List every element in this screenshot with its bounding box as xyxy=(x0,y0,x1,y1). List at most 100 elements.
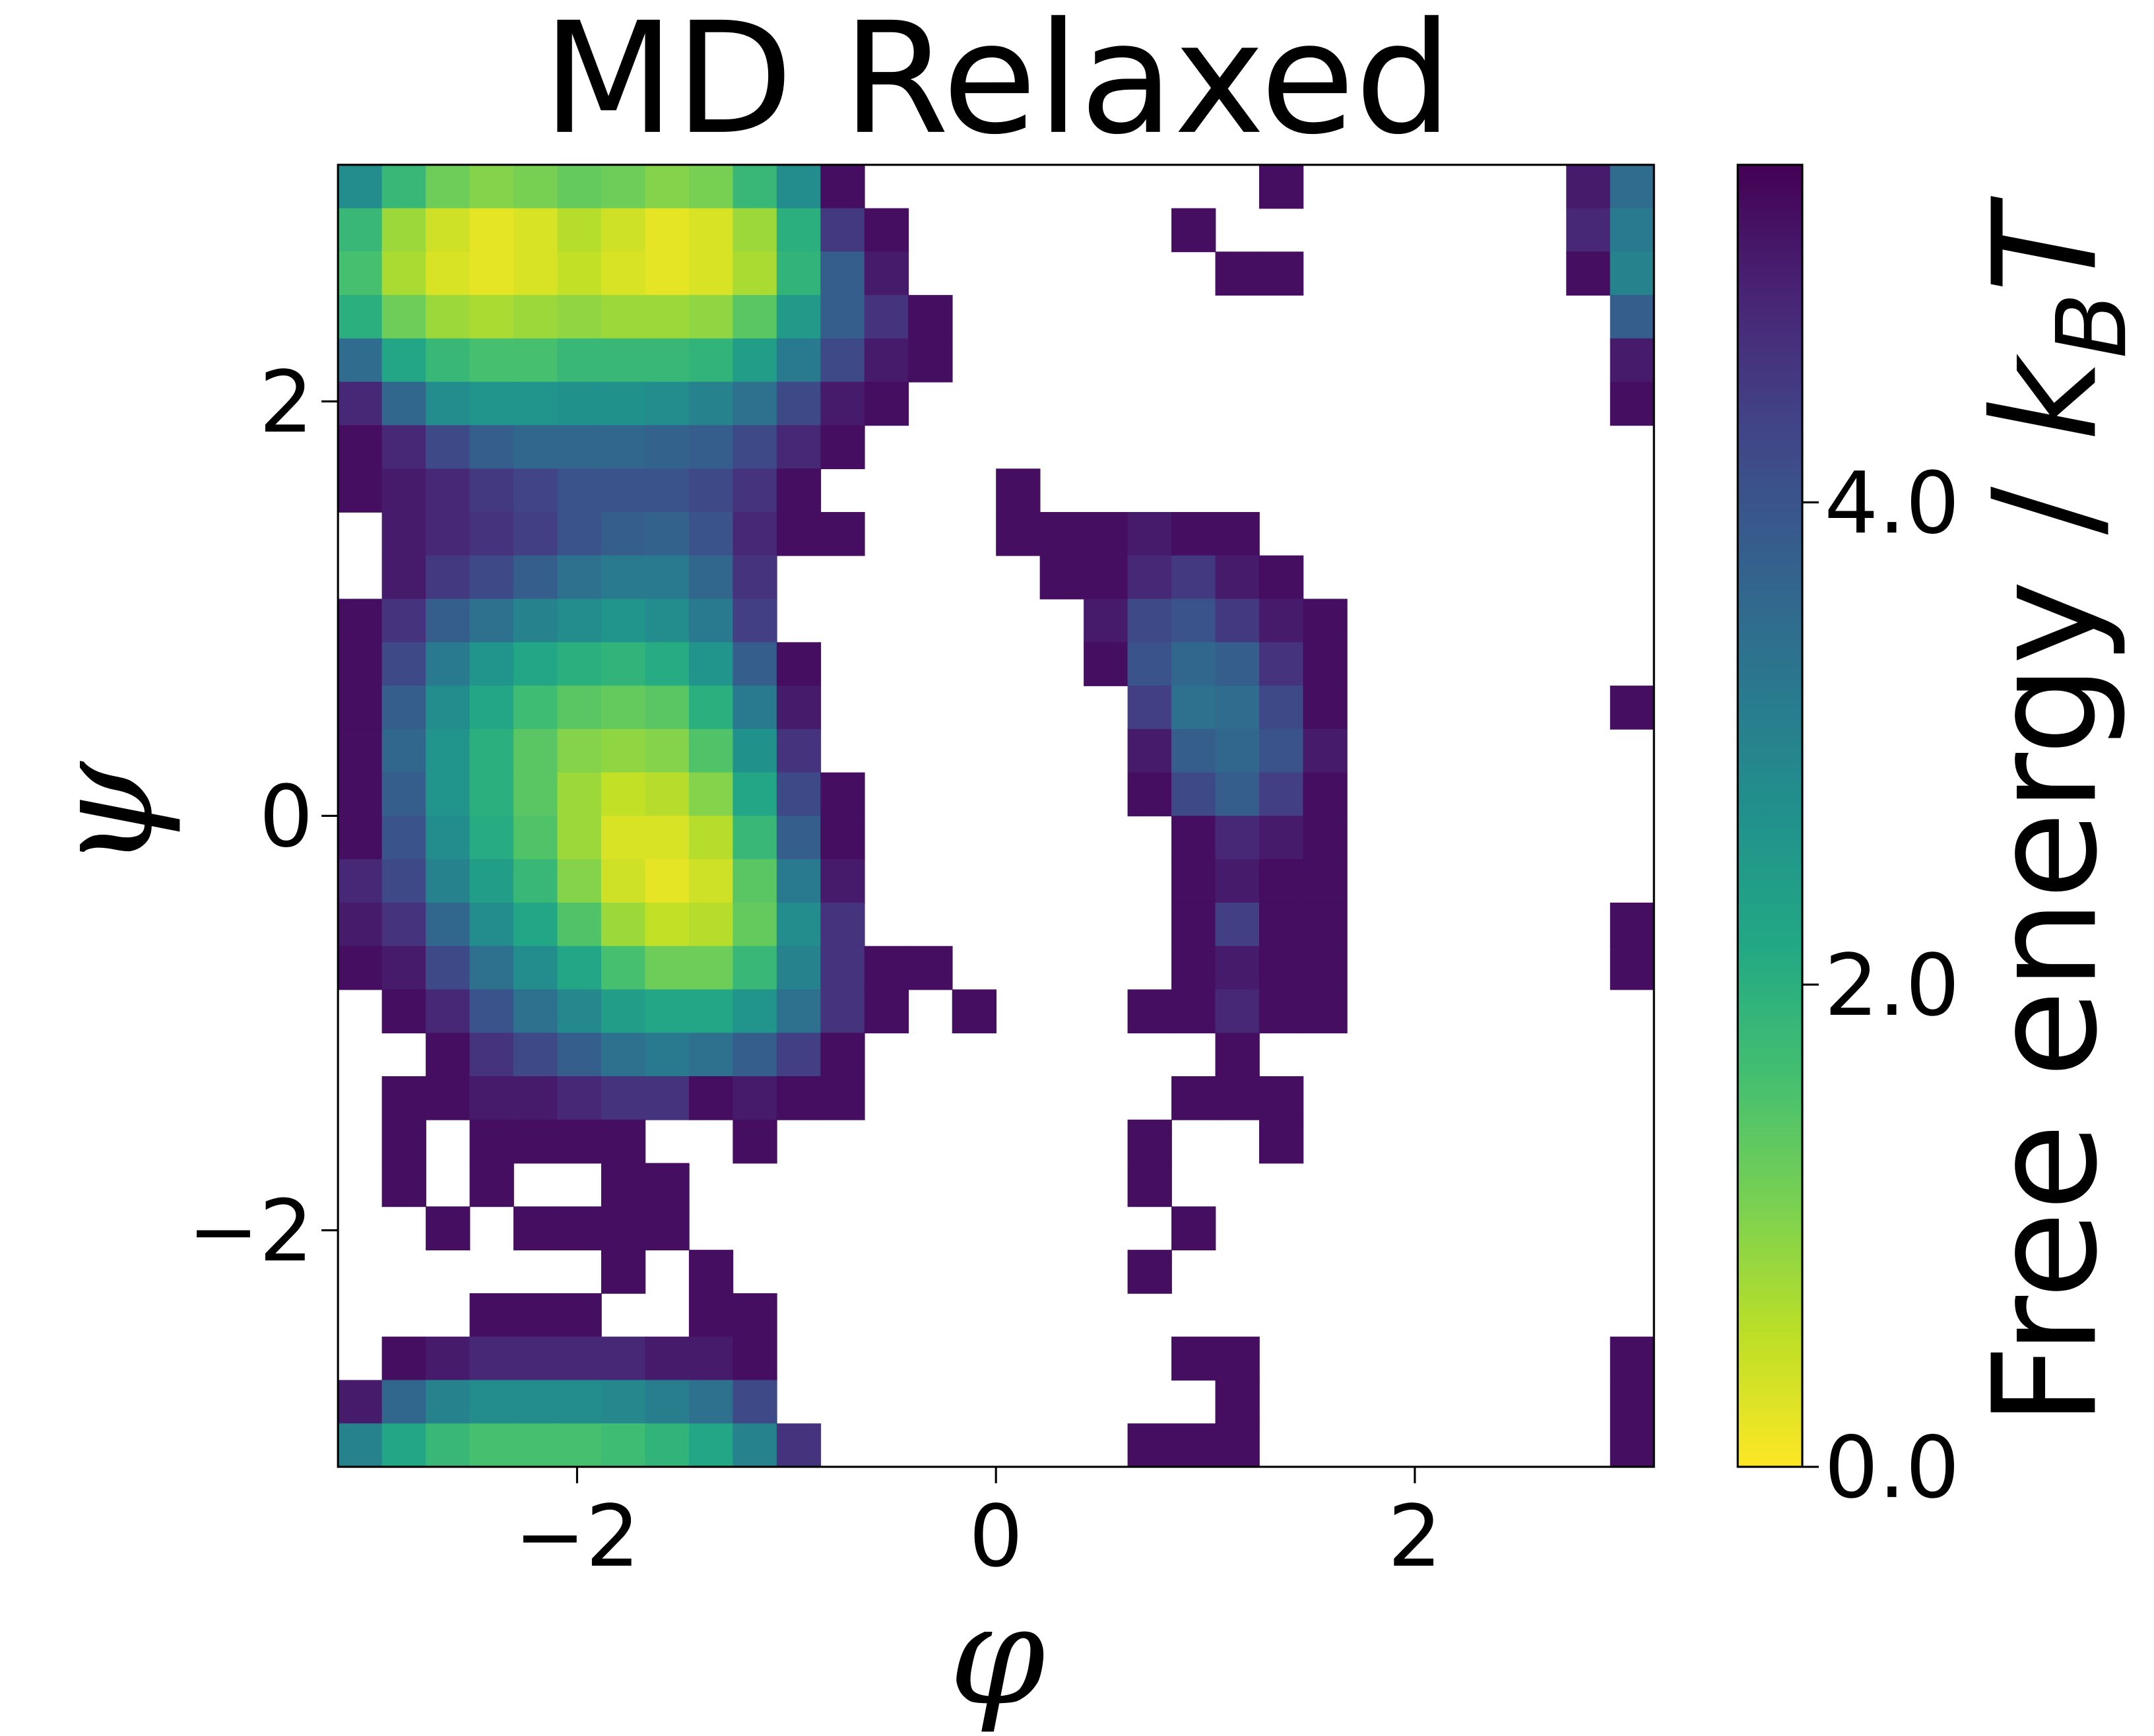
heatmap-cell xyxy=(426,728,471,773)
heatmap-cell xyxy=(469,1380,514,1425)
heatmap-cell xyxy=(1566,251,1611,296)
heatmap-cell xyxy=(645,164,690,209)
heatmap-cell xyxy=(645,511,690,556)
heatmap-cell xyxy=(338,1423,383,1467)
x-tick-label: −2 xyxy=(514,1487,639,1586)
heatmap-cell xyxy=(1127,555,1172,600)
heatmap-cell xyxy=(513,816,558,860)
heatmap-cell xyxy=(733,425,777,470)
heatmap-cell xyxy=(469,555,514,600)
heatmap-cell xyxy=(776,989,822,1034)
heatmap-cell xyxy=(1610,902,1655,947)
heatmap-cell xyxy=(952,989,997,1034)
heatmap-cell xyxy=(469,381,514,426)
heatmap-cell xyxy=(469,1163,514,1207)
heatmap-cell xyxy=(820,859,865,903)
heatmap-cell xyxy=(776,468,822,513)
heatmap-cell xyxy=(1259,728,1304,773)
heatmap-cell xyxy=(864,989,909,1034)
heatmap-cell xyxy=(601,989,646,1034)
heatmap-cell xyxy=(601,686,646,730)
heatmap-cell xyxy=(1215,816,1260,860)
heatmap-cell xyxy=(381,295,426,339)
heatmap-cell xyxy=(426,902,471,947)
heatmap-cell xyxy=(601,468,646,513)
heatmap-cell xyxy=(601,208,646,253)
heatmap-cell xyxy=(688,902,734,947)
heatmap-cell xyxy=(776,686,822,730)
heatmap-cell xyxy=(864,381,909,426)
heatmap-cell xyxy=(864,946,909,990)
heatmap-cell xyxy=(601,1250,646,1294)
heatmap-cell xyxy=(601,1163,646,1207)
heatmap-cell xyxy=(1610,338,1655,383)
heatmap-cell xyxy=(1215,1380,1260,1425)
heatmap-cell xyxy=(338,642,383,686)
heatmap-cell xyxy=(733,772,777,817)
heatmap-cell xyxy=(1259,946,1304,990)
heatmap-cell xyxy=(688,164,734,209)
heatmap-cell xyxy=(381,381,426,426)
heatmap-cell xyxy=(1215,555,1260,600)
chart-title: MD Relaxed xyxy=(542,0,1452,168)
heatmap-cell xyxy=(1303,816,1348,860)
heatmap-cell xyxy=(557,1076,602,1120)
heatmap-cell xyxy=(733,1076,777,1120)
heatmap-cell xyxy=(733,902,777,947)
heatmap-cell xyxy=(776,859,822,903)
heatmap-cell xyxy=(601,1076,646,1120)
heatmap-cell xyxy=(338,251,383,296)
heatmap-cell xyxy=(601,642,646,686)
heatmap-cell xyxy=(469,164,514,209)
heatmap-cell xyxy=(1259,1119,1304,1164)
heatmap-cell xyxy=(557,1423,602,1467)
heatmap-cell xyxy=(381,946,426,990)
heatmap-cell xyxy=(381,1380,426,1425)
heatmap-cell xyxy=(776,511,822,556)
heatmap-cell xyxy=(776,1033,822,1077)
heatmap-cell xyxy=(513,1119,558,1164)
heatmap-cell xyxy=(601,902,646,947)
heatmap-cell xyxy=(469,1336,514,1381)
heatmap-cell xyxy=(469,1293,514,1337)
heatmap-cell xyxy=(557,816,602,860)
heatmap-cell xyxy=(513,295,558,339)
heatmap-cell xyxy=(1215,859,1260,903)
heatmap-cell xyxy=(338,946,383,990)
heatmap-cell xyxy=(557,728,602,773)
heatmap-cell xyxy=(864,295,909,339)
heatmap-cell xyxy=(1215,772,1260,817)
heatmap-cell xyxy=(513,859,558,903)
heatmap-cell xyxy=(557,1033,602,1077)
heatmap-cell xyxy=(1259,598,1304,643)
heatmap-cell xyxy=(776,338,822,383)
heatmap-cell xyxy=(338,686,383,730)
x-axis-label: φ xyxy=(949,1576,1045,1736)
heatmap-cell xyxy=(1127,1119,1172,1164)
heatmap-cell xyxy=(469,1423,514,1467)
colorbar-label-k: k xyxy=(1963,354,2129,441)
heatmap-cell xyxy=(601,555,646,600)
heatmap-cell xyxy=(1259,859,1304,903)
heatmap-cell xyxy=(557,425,602,470)
heatmap-cell xyxy=(601,381,646,426)
heatmap-cell xyxy=(820,946,865,990)
heatmap-cell xyxy=(469,989,514,1034)
heatmap-cell xyxy=(426,555,471,600)
heatmap-cell xyxy=(469,859,514,903)
heatmap-cell xyxy=(1084,511,1128,556)
heatmap-cell xyxy=(469,772,514,817)
heatmap-cell xyxy=(557,946,602,990)
heatmap-cell xyxy=(513,1380,558,1425)
heatmap-cell xyxy=(513,686,558,730)
heatmap-cell xyxy=(733,1423,777,1467)
colorbar-tick-label: 2.0 xyxy=(1824,936,1959,1035)
heatmap-cell xyxy=(381,642,426,686)
heatmap-cell xyxy=(645,295,690,339)
heatmap-cell xyxy=(864,338,909,383)
heatmap-cell xyxy=(1171,598,1216,643)
heatmap-cell xyxy=(820,816,865,860)
heatmap-cell xyxy=(733,511,777,556)
heatmap-cell xyxy=(1259,816,1304,860)
